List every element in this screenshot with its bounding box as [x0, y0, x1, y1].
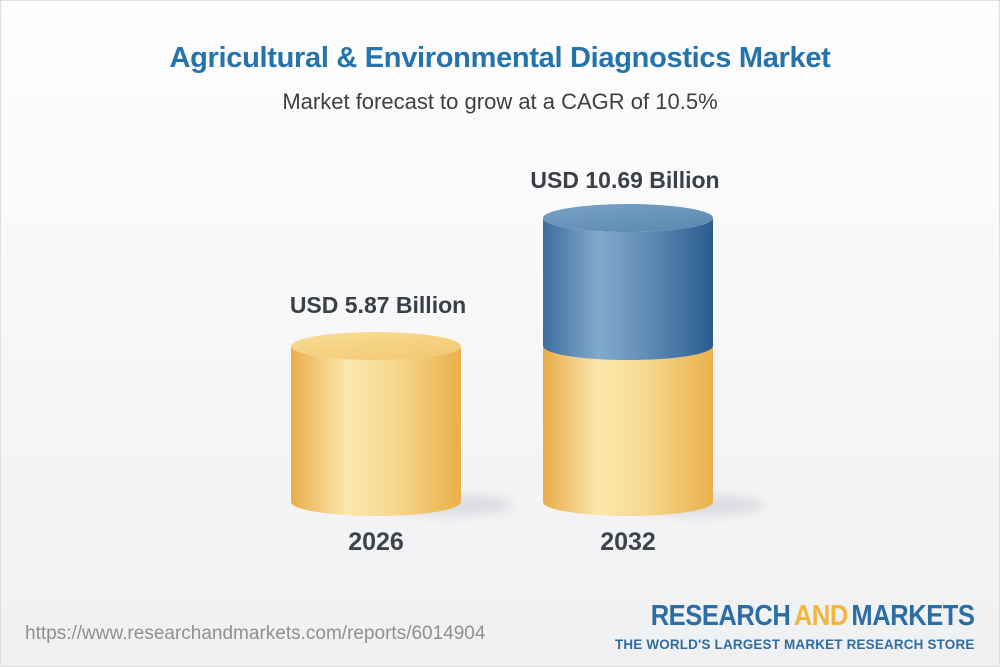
cylinder-2026	[291, 332, 461, 516]
cylinder-2032-base-segment	[543, 346, 713, 516]
cylinder-2026-body	[291, 346, 461, 516]
logo-wordmark: RESEARCH AND MARKETS	[645, 602, 975, 631]
value-label-2026: USD 5.87 Billion	[289, 292, 467, 318]
category-label-2026: 2026	[348, 528, 404, 556]
logo-word-research: RESEARCH	[651, 600, 791, 632]
value-label-2032: USD 10.69 Billion	[530, 167, 720, 193]
report-url-link[interactable]: https://www.researchandmarkets.com/repor…	[25, 623, 486, 644]
logo-word-markets: MARKETS	[851, 600, 976, 632]
page-title: Agricultural & Environmental Diagnostics…	[169, 42, 831, 74]
subtitle: Market forecast to grow at a CAGR of 10.…	[282, 89, 718, 114]
research-and-markets-logo: RESEARCH AND MARKETS THE WORLD'S LARGEST M…	[600, 602, 975, 652]
cylinder-2032-growth-segment	[543, 218, 713, 361]
logo-word-and: AND	[794, 600, 849, 632]
cylinder-2032	[543, 204, 713, 516]
logo-tagline: THE WORLD'S LARGEST MARKET RESEARCH STOR…	[615, 636, 975, 652]
cylinder-2026-top	[291, 332, 461, 361]
cylinder-2032-top	[543, 204, 713, 232]
category-label-2032: 2032	[600, 528, 656, 556]
